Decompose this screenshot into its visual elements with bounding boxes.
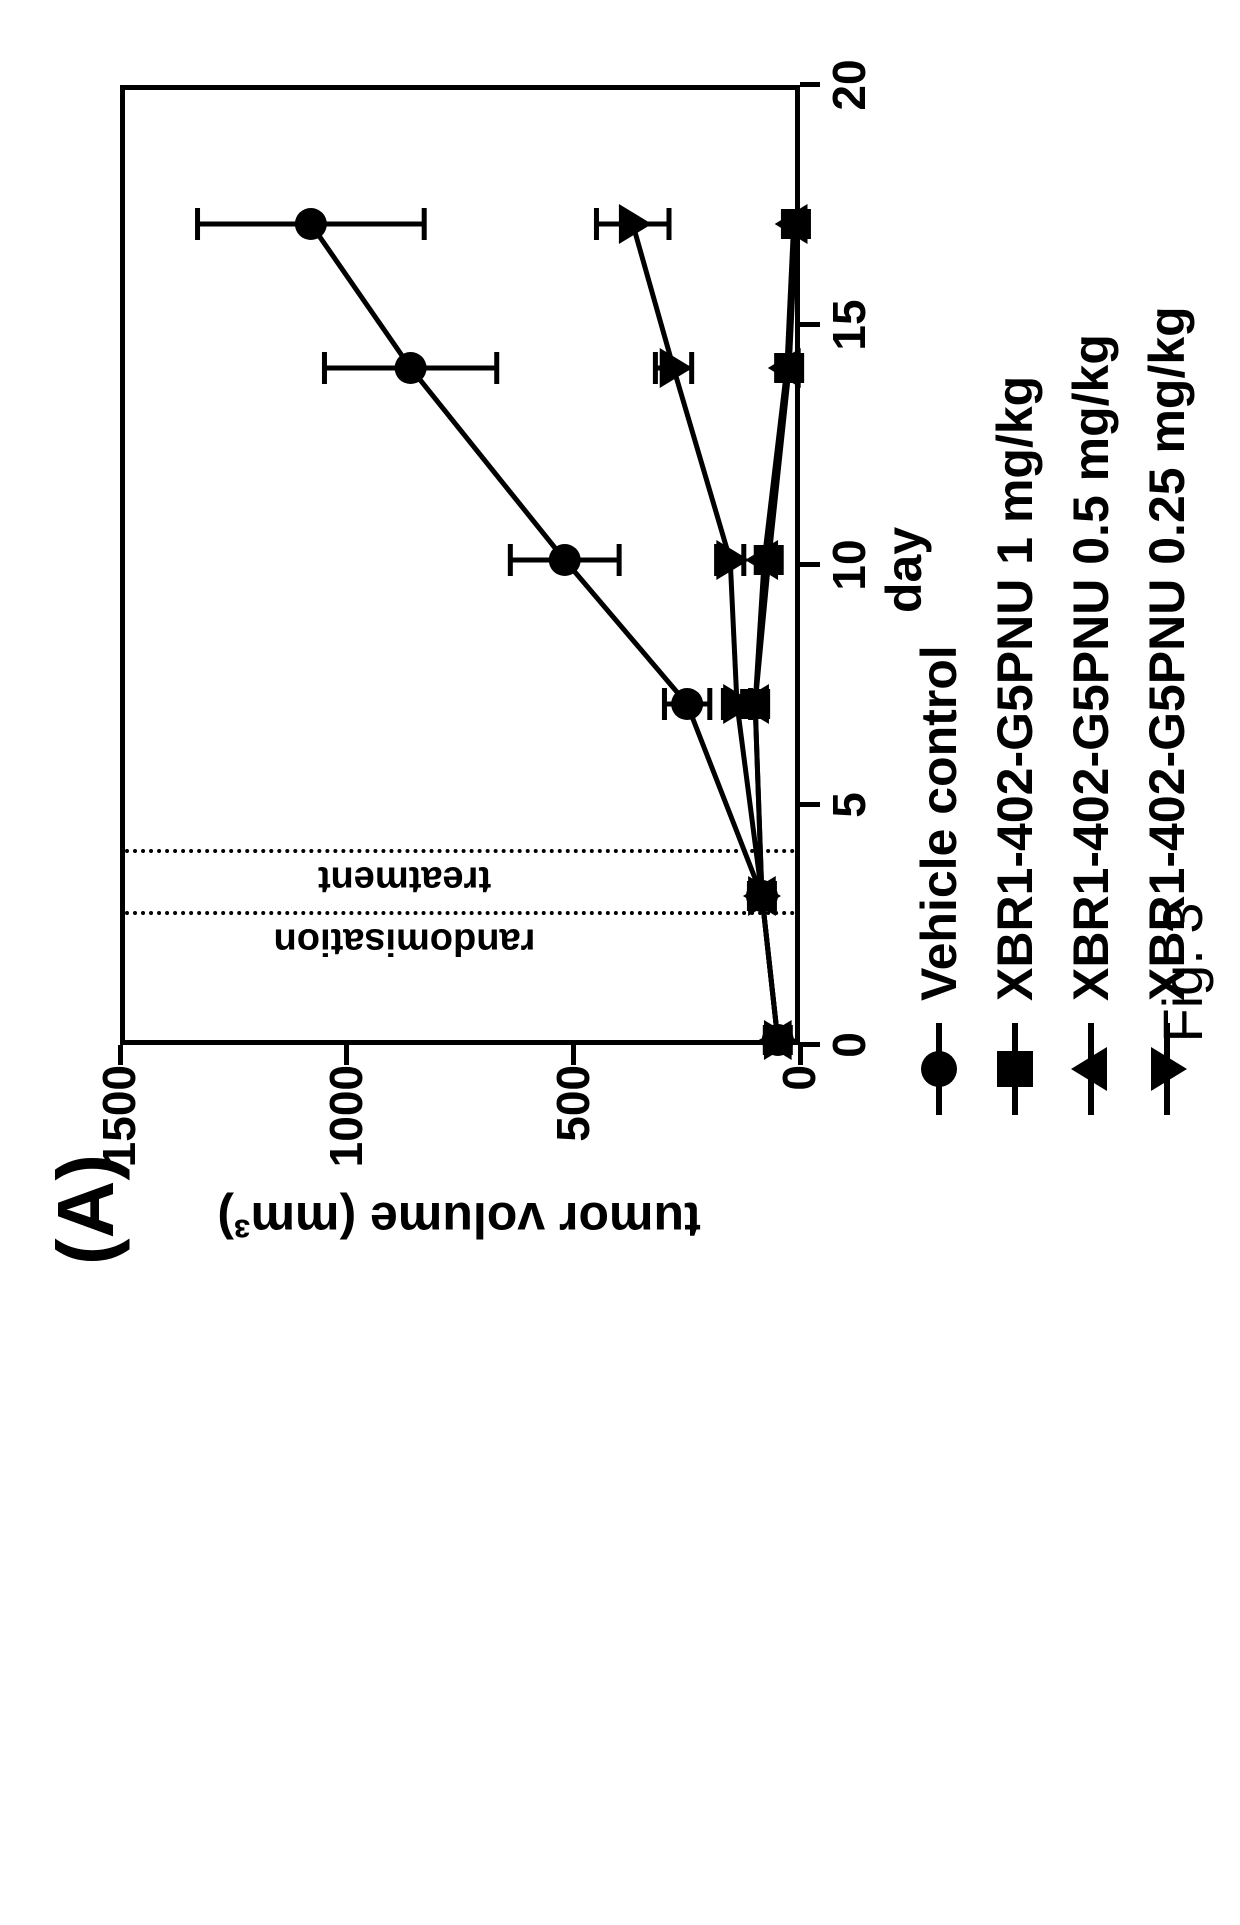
legend-glyph — [1067, 1023, 1115, 1115]
x-tick-label: 15 — [822, 275, 876, 375]
legend-item: XBR1-402-G5PNU 1 mg/kg — [986, 306, 1044, 1115]
y-tick-label: 1500 — [92, 1065, 146, 1205]
series-line — [755, 224, 794, 1040]
y-tick-mark — [118, 1045, 123, 1065]
rotated-inner: (A) randomisationtreatment tumor volume … — [0, 0, 1240, 1925]
legend-glyph — [915, 1023, 963, 1115]
legend-label: XBR1-402-G5PNU 0.5 mg/kg — [1062, 334, 1120, 1001]
annotation-line — [125, 849, 795, 853]
legend-item: XBR1-402-G5PNU 0.5 mg/kg — [1062, 306, 1120, 1115]
data-marker — [395, 352, 427, 384]
x-tick-mark — [800, 1043, 820, 1048]
x-tick-mark — [800, 83, 820, 88]
legend-marker — [1071, 1047, 1107, 1091]
x-tick-mark — [800, 563, 820, 568]
legend-label: XBR1-402-G5PNU 1 mg/kg — [986, 376, 1044, 1001]
y-tick-mark — [344, 1045, 349, 1065]
legend-marker — [921, 1051, 957, 1087]
x-tick-mark — [800, 803, 820, 808]
y-tick-mark — [571, 1045, 576, 1065]
x-tick-mark — [800, 323, 820, 328]
annotation-line — [125, 911, 795, 915]
series-line — [633, 224, 778, 1040]
y-tick-mark — [798, 1045, 803, 1065]
plot-area: randomisationtreatment — [120, 85, 800, 1045]
stage: (A) randomisationtreatment tumor volume … — [0, 0, 1240, 1925]
legend-label: XBR1-402-G5PNU 0.25 mg/kg — [1138, 306, 1196, 1001]
y-tick-label: 500 — [546, 1065, 600, 1205]
legend-item: Vehicle control — [910, 306, 968, 1115]
annotation-label: randomisation — [116, 920, 694, 963]
x-tick-label: 10 — [822, 515, 876, 615]
data-marker — [295, 208, 327, 240]
data-marker — [671, 688, 703, 720]
annotation-label: treatment — [116, 857, 694, 900]
legend-glyph — [991, 1023, 1039, 1115]
y-tick-label: 0 — [772, 1065, 826, 1205]
legend-marker — [997, 1051, 1033, 1087]
legend-label: Vehicle control — [910, 645, 968, 1001]
series-line — [311, 224, 778, 1040]
figure-caption: Fig. 3 — [1150, 902, 1215, 1042]
legend-marker — [1151, 1047, 1187, 1091]
data-marker — [549, 544, 581, 576]
y-axis-label: tumor volume (mm³) — [119, 1191, 799, 1249]
y-tick-label: 1000 — [319, 1065, 373, 1205]
x-tick-label: 20 — [822, 35, 876, 135]
x-tick-label: 0 — [822, 995, 876, 1095]
x-tick-label: 5 — [822, 755, 876, 855]
